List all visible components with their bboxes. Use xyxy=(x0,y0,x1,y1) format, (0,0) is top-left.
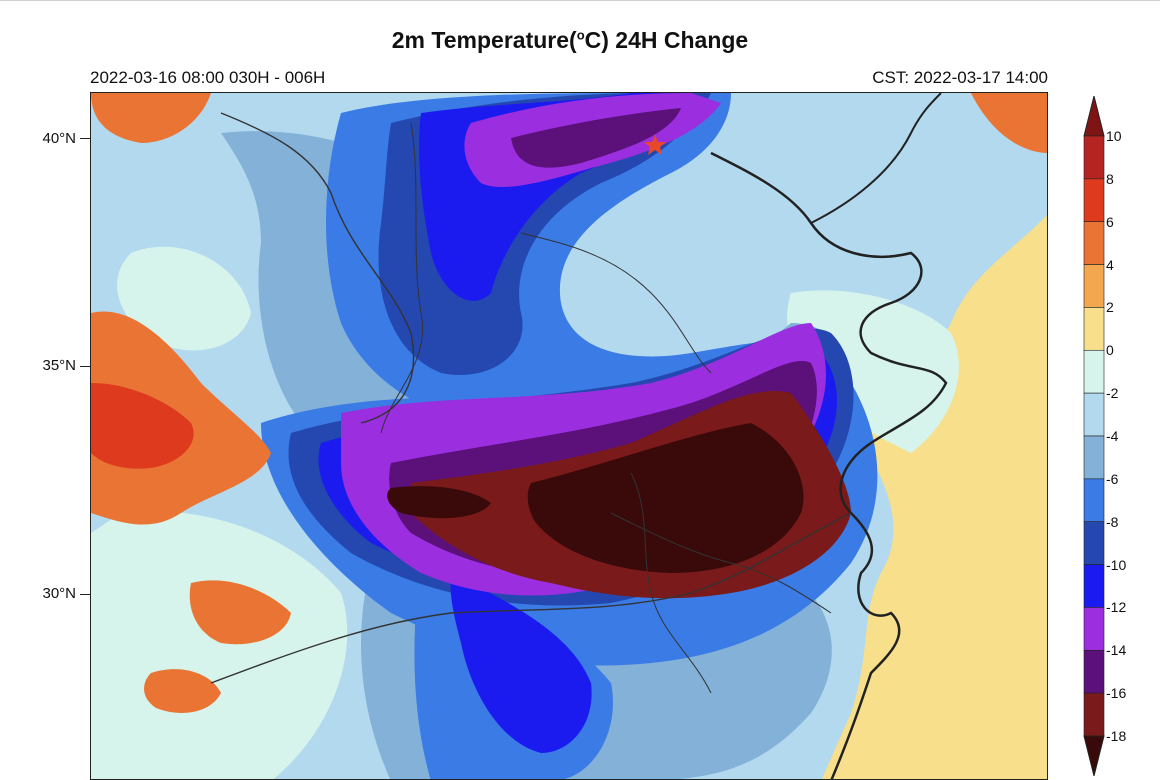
river-yellow xyxy=(220,112,415,424)
colorbar-label: -8 xyxy=(1106,513,1119,530)
deep-purple-north xyxy=(511,108,681,168)
river-yangtze xyxy=(210,512,852,684)
lat-tick-30 xyxy=(80,594,90,595)
colorbar-segment xyxy=(1083,178,1105,223)
mint-patch-west xyxy=(117,246,251,351)
top-rule xyxy=(0,0,1160,1)
colorbar-segment xyxy=(1083,607,1105,651)
dark-maroon-west xyxy=(387,486,491,519)
colorbar-label: 6 xyxy=(1106,213,1114,230)
colorbar-label: -2 xyxy=(1106,385,1119,402)
colorbar-segment xyxy=(1083,564,1105,608)
colorbar-label: -14 xyxy=(1106,642,1127,659)
province-border-3 xyxy=(610,512,832,614)
pure-blue-tongue xyxy=(450,573,592,753)
colorbar-top-triangle xyxy=(1083,96,1105,137)
northeast-warm-area xyxy=(971,93,1047,153)
lat-tick-35 xyxy=(80,366,90,367)
province-border-1 xyxy=(380,122,424,434)
colorbar-segment xyxy=(1083,521,1105,565)
colorbar-label: 2 xyxy=(1106,299,1114,316)
colorbar-bottom-triangle xyxy=(1083,735,1105,776)
colorbar-label: 4 xyxy=(1106,256,1114,273)
warm-patch-south xyxy=(144,669,221,713)
northeast-light-area xyxy=(771,93,1047,213)
valid-time-label: CST: 2022-03-17 14:00 xyxy=(872,68,1048,87)
colorbar-segment xyxy=(1083,264,1105,308)
colorbar-segment xyxy=(1083,649,1105,694)
province-border-4 xyxy=(630,472,712,694)
colorbar-segment xyxy=(1083,135,1105,180)
colorbar-segment xyxy=(1083,435,1105,480)
sea-mint-area xyxy=(787,290,959,453)
colorbar-segment xyxy=(1083,307,1105,351)
map-canvas xyxy=(91,93,1047,779)
temperature-change-map xyxy=(90,92,1048,780)
colorbar-label: -6 xyxy=(1106,470,1119,487)
coastline xyxy=(710,151,948,779)
colorbar-segment xyxy=(1083,349,1105,394)
colorbar-label: -16 xyxy=(1106,685,1127,702)
dark-maroon-core xyxy=(527,423,804,573)
lat-label-40: 40°N xyxy=(42,130,76,147)
colorbar-segment xyxy=(1083,692,1105,737)
colorbar-label: -4 xyxy=(1106,428,1119,444)
warm-patch-southwest xyxy=(189,580,291,645)
lat-tick-40 xyxy=(80,138,90,139)
colorbar-segment xyxy=(1083,392,1105,437)
colorbar-label: 10 xyxy=(1106,128,1122,144)
beijing-star-marker xyxy=(644,135,666,155)
mint-patch-southwest xyxy=(91,511,348,779)
colorbar-label: 0 xyxy=(1106,342,1114,359)
lat-label-30: 30°N xyxy=(42,585,76,602)
colorbar-label: -10 xyxy=(1106,556,1127,573)
chart-title: 2m Temperature(oC) 24H Change xyxy=(391,27,749,53)
hot-area-west xyxy=(91,383,194,469)
colorbar-label: -12 xyxy=(1106,599,1127,616)
province-border-2 xyxy=(520,232,712,374)
coastline-north xyxy=(810,93,942,224)
init-time-label: 2022-03-16 08:00 030H - 006H xyxy=(90,68,326,87)
colorbar xyxy=(1083,96,1105,776)
colorbar-segment xyxy=(1083,221,1105,265)
colorbar-label: -18 xyxy=(1106,728,1127,744)
colorbar-segment xyxy=(1083,478,1105,523)
colorbar-label: 8 xyxy=(1106,170,1114,187)
ocean-area xyxy=(821,215,1047,779)
lat-label-35: 35°N xyxy=(42,357,76,374)
warm-patch-northwest xyxy=(91,93,211,143)
